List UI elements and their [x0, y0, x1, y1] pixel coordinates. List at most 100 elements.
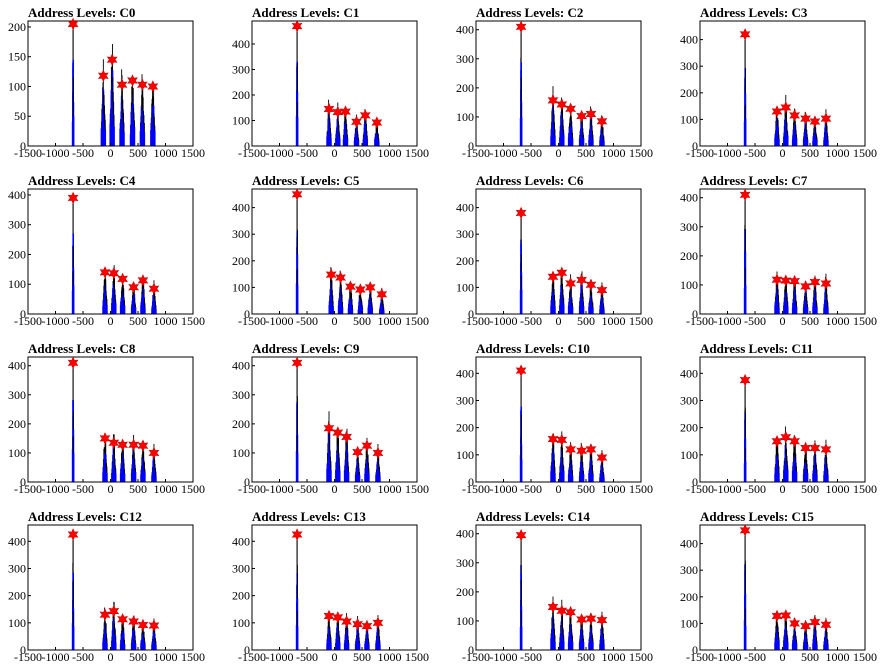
- y-tick-label: 0: [244, 307, 250, 321]
- plot-frame: [251, 524, 418, 651]
- x-tick-label: -1500: [462, 314, 490, 328]
- x-tick-label: -500: [72, 482, 94, 496]
- peak-marker: [67, 17, 79, 31]
- x-tick-label: 500: [577, 146, 595, 160]
- y-tick-label: 300: [456, 556, 474, 570]
- y-tick-label: 400: [456, 201, 474, 215]
- y-tick-label: 0: [244, 475, 250, 489]
- y-tick-label: 300: [680, 220, 698, 234]
- x-tick-label: -1500: [686, 482, 714, 496]
- peak-marker: [364, 281, 376, 294]
- peak-marker: [345, 280, 356, 293]
- peak-marker: [291, 356, 303, 370]
- y-tick-label: 300: [456, 52, 474, 66]
- x-tick-label: 0: [556, 650, 562, 664]
- x-tick-label: 500: [129, 146, 147, 160]
- y-tick-label: 0: [468, 643, 474, 657]
- chart-panel-2: Address Levels: C2 0 100 200 300 400 -1500 -100…: [448, 0, 672, 168]
- peak-marker: [739, 188, 751, 202]
- peak-marker: [376, 288, 388, 301]
- peak-marker: [67, 191, 79, 205]
- y-tick-label: 100: [456, 448, 474, 462]
- plot-frame: [27, 188, 194, 315]
- peak-marker: [739, 28, 751, 41]
- y-tick-label: 200: [680, 590, 698, 604]
- y-tick-label: 0: [692, 475, 698, 489]
- peak-marker: [137, 78, 148, 91]
- y-tick-label: 0: [244, 643, 250, 657]
- peak-marker: [771, 273, 783, 286]
- chart-svg: Address Levels: C12 0 100 200 300 400 -1500 -10…: [8, 509, 205, 664]
- chart-title: Address Levels: C13: [252, 509, 366, 524]
- peak-marker: [128, 280, 139, 294]
- y-tick-label: 100: [456, 614, 474, 628]
- y-tick-label: 0: [692, 139, 698, 153]
- peak-marker: [800, 619, 811, 633]
- y-tick-label: 300: [232, 227, 250, 241]
- x-tick-label: -500: [296, 650, 318, 664]
- peak-marker: [117, 272, 128, 286]
- x-tick-label: 0: [332, 314, 338, 328]
- x-tick-label: -500: [744, 650, 766, 664]
- plot-frame: [699, 524, 866, 651]
- peak-marker: [585, 278, 597, 291]
- x-tick-label: -1000: [42, 482, 70, 496]
- x-tick-label: -1500: [462, 482, 490, 496]
- y-tick-label: 400: [8, 188, 26, 202]
- peak-marker: [547, 270, 559, 283]
- peak-marker: [99, 432, 111, 445]
- peak-marker: [515, 206, 527, 220]
- x-tick-label: 500: [577, 314, 595, 328]
- y-tick-label: 400: [232, 534, 250, 548]
- peak-marker: [352, 617, 363, 631]
- peak-marker: [547, 94, 559, 107]
- x-tick-label: 500: [577, 650, 595, 664]
- chart-panel-9: Address Levels: C9 0 100 200 300 400 -1500 -100…: [224, 336, 448, 504]
- peak-marker: [341, 430, 352, 444]
- x-tick-label: -500: [744, 146, 766, 160]
- y-tick-label: 300: [456, 227, 474, 241]
- y-tick-label: 150: [8, 50, 26, 64]
- x-tick-label: 500: [353, 650, 371, 664]
- plot-frame: [699, 20, 866, 147]
- peak-marker: [739, 373, 751, 387]
- x-tick-label: 500: [129, 650, 147, 664]
- peak-marker: [565, 102, 576, 116]
- x-tick-label: 500: [801, 482, 819, 496]
- peak-marker: [137, 274, 149, 287]
- x-tick-label: -500: [520, 650, 542, 664]
- chart-svg: Address Levels: C7 0 100 200 300 400 -1500 -100…: [680, 173, 877, 328]
- x-tick-label: 1000: [378, 482, 402, 496]
- peak-marker: [596, 613, 608, 627]
- y-tick-label: 200: [456, 254, 474, 268]
- peak-marker: [789, 274, 800, 288]
- x-tick-label: -1500: [462, 146, 490, 160]
- chart-panel-0: Address Levels: C0 0 50 100 150 200 -1500 -1000…: [0, 0, 224, 168]
- peak-marker: [372, 616, 384, 630]
- y-tick-label: 400: [456, 366, 474, 380]
- chart-svg: Address Levels: C11 0 100 200 300 400 -1500 -10…: [680, 341, 877, 496]
- y-tick-label: 0: [20, 307, 26, 321]
- peak-marker: [361, 619, 373, 633]
- x-tick-label: -1500: [14, 482, 42, 496]
- x-tick-label: -500: [296, 482, 318, 496]
- plot-frame: [27, 524, 194, 651]
- peak-marker: [148, 282, 160, 295]
- x-tick-label: 1500: [405, 650, 429, 664]
- peak-marker: [800, 280, 811, 293]
- x-tick-label: 500: [353, 482, 371, 496]
- y-tick-label: 100: [232, 446, 250, 460]
- peak-marker: [371, 116, 383, 129]
- x-tick-label: -1000: [714, 146, 742, 160]
- x-tick-label: 1000: [378, 146, 402, 160]
- x-tick-label: 1500: [629, 650, 653, 664]
- x-tick-label: 500: [129, 314, 147, 328]
- x-tick-label: 0: [556, 314, 562, 328]
- y-tick-label: 100: [8, 446, 26, 460]
- y-tick-label: 0: [468, 139, 474, 153]
- x-tick-label: -1500: [238, 314, 266, 328]
- peak-marker: [99, 608, 111, 621]
- y-tick-label: 100: [456, 280, 474, 294]
- x-tick-label: -500: [744, 482, 766, 496]
- peak-marker: [576, 109, 587, 123]
